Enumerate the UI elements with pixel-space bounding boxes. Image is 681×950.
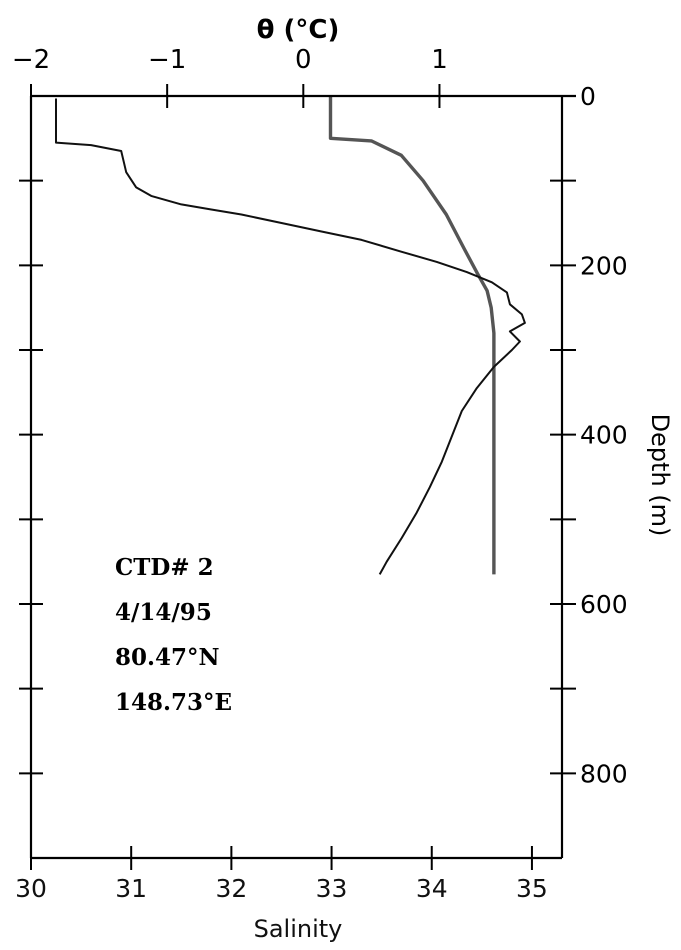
salinity-tick-label: 34 — [416, 874, 448, 903]
salinity-tick-label: 33 — [316, 874, 348, 903]
salinity-tick-label: 32 — [215, 874, 247, 903]
station-annotation: CTD# 2 — [115, 554, 214, 581]
salinity-profile-line — [55, 98, 526, 575]
depth-tick-label: 400 — [580, 421, 628, 450]
depth-tick-label: 800 — [580, 759, 628, 788]
depth-tick-label: 0 — [580, 82, 596, 111]
salinity-axis-title: Salinity — [254, 915, 343, 943]
depth-axis-title: Depth (m) — [646, 414, 674, 537]
salinity-tick-label: 31 — [115, 874, 147, 903]
theta-tick-label: −2 — [12, 45, 50, 75]
theta-profile-line — [328, 96, 496, 575]
theta-tick-label: 0 — [295, 45, 312, 75]
salinity-tick-label: 30 — [15, 874, 47, 903]
theta-tick-label: 1 — [431, 45, 448, 75]
depth-tick-label: 600 — [580, 590, 628, 619]
station-annotation: 80.47°N — [115, 644, 220, 671]
depth-tick-label: 200 — [580, 251, 628, 280]
station-annotation: 148.73°E — [115, 689, 232, 716]
salinity-tick-label: 35 — [516, 874, 548, 903]
theta-tick-label: −1 — [148, 45, 186, 75]
theta-axis-title: θ (°C) — [257, 15, 340, 45]
station-annotation: 4/14/95 — [115, 599, 212, 626]
